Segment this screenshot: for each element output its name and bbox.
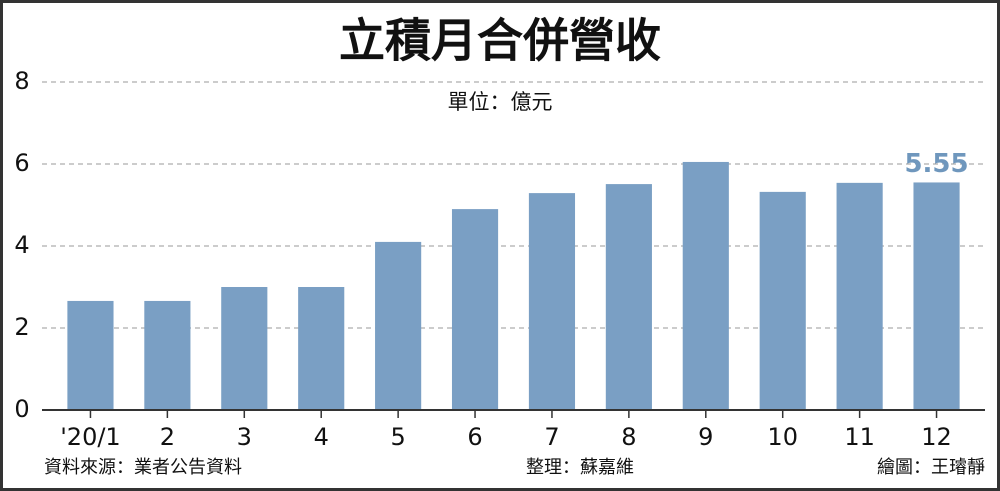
chart-title: 立積月合併營收 [339,14,661,68]
bar [913,182,960,410]
bar [682,161,729,410]
x-tick-label: 12 [921,423,952,451]
bar [144,300,191,410]
x-tick-label: 8 [621,423,636,451]
y-tick-label: 8 [14,67,29,95]
y-tick-label: 4 [14,231,29,259]
bar [528,193,576,410]
source: 資料來源：業者公告資料 [44,457,242,478]
illustrator: 繪圖：王璿靜 [877,457,985,478]
bar [221,287,268,410]
bar [451,209,499,410]
y-tick-label: 0 [14,395,29,423]
x-tick-label: 5 [390,423,405,451]
x-tick-label: 11 [844,423,875,451]
x-tick-label: 4 [314,423,329,451]
bar [759,191,806,410]
y-tick-label: 6 [14,149,29,177]
value-label: 5.55 [904,149,968,179]
bar [605,184,652,410]
unit-label: 單位：億元 [448,90,553,114]
bar [375,241,422,410]
x-tick-label: 3 [237,423,252,451]
x-tick-label: 6 [467,423,482,451]
x-tick-label: 7 [544,423,559,451]
x-tick-label: 2 [160,423,175,451]
x-tick-label: '20/1 [60,423,121,451]
bar [67,300,114,410]
editor: 整理：蘇嘉維 [526,457,634,478]
x-tick-label: 10 [767,423,798,451]
y-tick-label: 2 [14,313,29,341]
bar [298,287,345,410]
bar [836,182,883,410]
x-tick-label: 9 [698,423,713,451]
